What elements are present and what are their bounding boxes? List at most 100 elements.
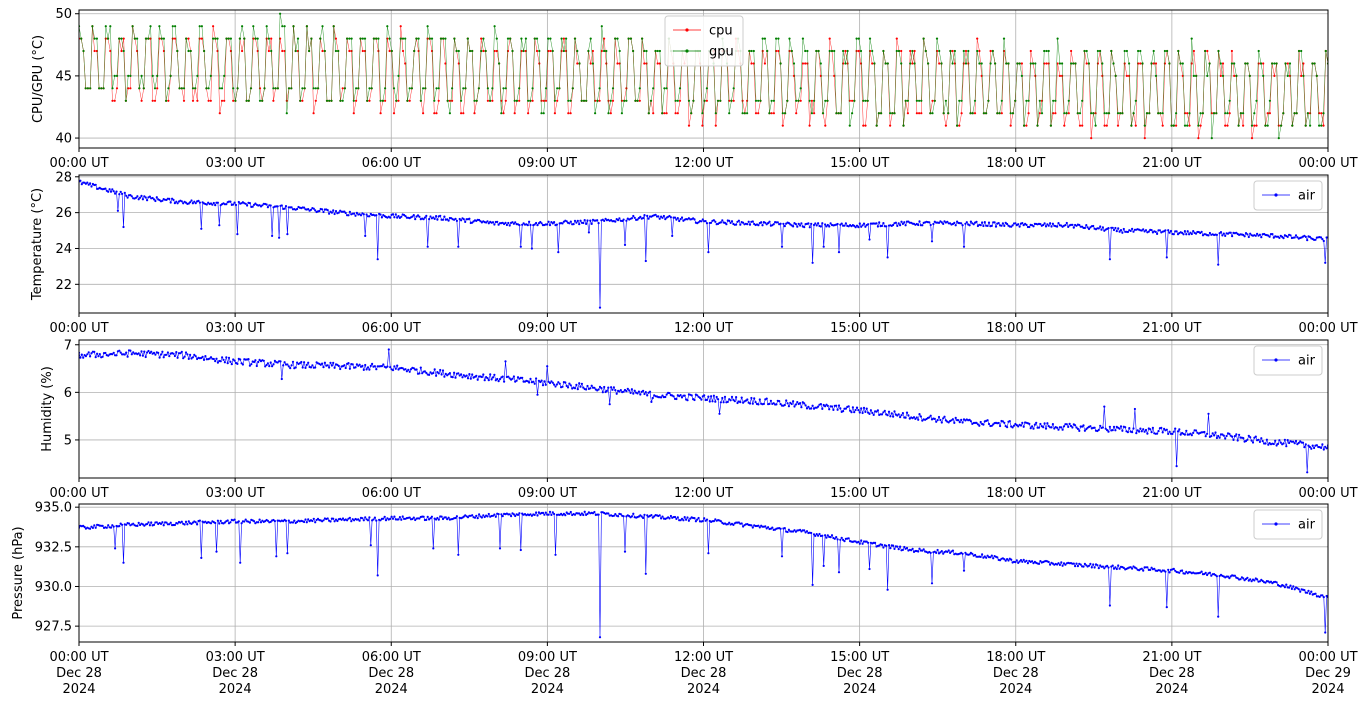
data-point (1029, 427, 1032, 430)
data-point (500, 112, 503, 115)
data-point (690, 394, 693, 397)
data-point (794, 223, 798, 226)
data-point (940, 421, 943, 424)
legend-marker (685, 28, 689, 32)
data-point (611, 87, 615, 90)
data-point (147, 37, 150, 40)
plot-area (79, 179, 1328, 309)
data-point (415, 37, 418, 40)
data-point (443, 215, 446, 218)
data-point (1181, 62, 1184, 65)
data-point (921, 224, 924, 227)
data-point (258, 518, 261, 521)
data-point (729, 221, 732, 224)
data-point (1087, 227, 1091, 231)
data-point (807, 222, 810, 225)
data-point (769, 399, 773, 402)
data-point (922, 548, 925, 551)
data-point (1134, 124, 1137, 127)
data-point (383, 515, 386, 518)
data-point (269, 520, 272, 524)
data-point (729, 399, 732, 402)
x-tick-date: Dec 28 (368, 666, 414, 681)
data-point (942, 222, 945, 225)
data-point (953, 421, 956, 424)
data-point (518, 99, 521, 102)
data-point (822, 245, 825, 248)
data-point (311, 519, 314, 523)
data-point (243, 37, 246, 40)
data-point (775, 37, 778, 40)
data-point (1107, 566, 1110, 569)
data-point (700, 398, 703, 401)
data-point (382, 517, 385, 520)
data-point (1182, 233, 1185, 236)
data-point (676, 112, 679, 115)
data-point (548, 381, 552, 385)
data-point (565, 220, 568, 223)
data-point (214, 360, 217, 363)
data-point (607, 99, 610, 102)
data-point (368, 99, 371, 102)
data-point (497, 223, 500, 226)
data-point (938, 62, 941, 65)
data-point (640, 515, 643, 518)
data-point (380, 365, 383, 368)
data-point (929, 551, 932, 555)
data-point (726, 400, 729, 403)
x-tick-year: 2024 (1155, 682, 1188, 697)
data-point (493, 513, 496, 516)
data-point (220, 99, 224, 102)
data-point (569, 112, 572, 115)
data-point (960, 99, 963, 102)
data-point (1228, 99, 1231, 102)
data-point (447, 219, 450, 222)
data-point (1163, 427, 1166, 430)
data-point (783, 403, 786, 407)
data-point (991, 49, 994, 53)
data-point (444, 37, 447, 40)
x-tick-year: 2024 (531, 682, 564, 697)
data-point (1035, 421, 1038, 424)
data-point (978, 424, 981, 427)
data-point (1003, 224, 1006, 227)
data-point (527, 112, 530, 115)
data-point (421, 372, 424, 375)
data-point (147, 349, 150, 353)
data-point (578, 62, 581, 65)
data-point (475, 374, 478, 377)
data-point (1130, 124, 1133, 127)
data-point (900, 220, 903, 223)
data-point (186, 353, 189, 356)
data-point (562, 37, 566, 40)
x-tick-label: 00:00 UT (49, 486, 108, 501)
data-point (748, 402, 752, 405)
data-point (352, 112, 355, 115)
data-point (1233, 74, 1236, 77)
data-point (293, 519, 296, 522)
data-point (112, 351, 115, 354)
data-point (247, 99, 250, 102)
data-point (961, 224, 964, 227)
data-point (404, 215, 407, 218)
data-point (112, 525, 115, 528)
data-point (397, 215, 400, 218)
data-point (1258, 580, 1261, 583)
data-point (1154, 230, 1157, 233)
data-point (1192, 49, 1195, 53)
x-tick-label: 12:00 UT (674, 486, 733, 501)
data-point (781, 112, 784, 115)
data-point (165, 99, 168, 102)
data-point (578, 512, 581, 515)
x-tick-date: Dec 28 (993, 666, 1039, 681)
y-tick-label: 45 (55, 69, 72, 84)
data-point (126, 196, 129, 199)
data-point (620, 99, 624, 102)
data-point (829, 536, 832, 539)
data-point (589, 62, 592, 65)
data-point (207, 201, 210, 204)
data-point (767, 526, 770, 529)
data-point (915, 99, 919, 102)
data-point (491, 99, 494, 102)
data-point (618, 62, 621, 65)
